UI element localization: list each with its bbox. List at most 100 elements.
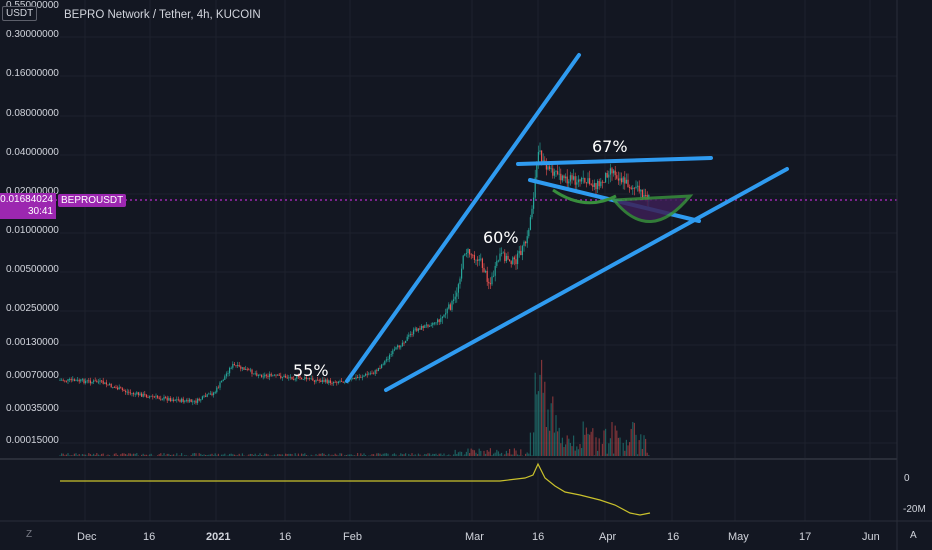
candle-body <box>227 373 229 375</box>
volume-bar <box>403 454 405 456</box>
candle-body <box>61 379 63 381</box>
volume-bar <box>541 359 543 456</box>
candle-body <box>465 253 467 255</box>
price-tick: 0.16000000 <box>6 68 59 79</box>
volume-bar <box>200 453 202 456</box>
volume-bar <box>211 453 213 456</box>
volume-bar <box>65 454 67 456</box>
volume-bar <box>571 446 573 456</box>
candle-body <box>265 374 267 376</box>
volume-bar <box>601 443 603 456</box>
price-axis[interactable]: 0.55000000 0.30000000 0.16000000 0.08000… <box>6 0 59 446</box>
timezone-button[interactable]: Z <box>26 529 33 540</box>
candle-body <box>102 380 104 384</box>
volume-bar <box>222 454 224 456</box>
volume-bar <box>253 455 255 456</box>
candle-body <box>277 374 279 376</box>
candle-body <box>72 379 74 381</box>
volume-bar <box>534 372 536 456</box>
candle-body <box>89 380 91 384</box>
volume-bar <box>349 454 351 456</box>
candle-body <box>443 314 445 317</box>
candle-body <box>123 389 125 391</box>
candle-body <box>510 261 512 264</box>
time-tick: Mar <box>465 531 484 543</box>
volume-bar <box>307 455 309 456</box>
volume-bar <box>289 453 291 456</box>
candle-body <box>566 176 568 184</box>
volume-bar <box>249 453 251 456</box>
trendline-lower-channel <box>384 167 789 392</box>
candle-body <box>96 380 98 383</box>
volume-bar <box>473 450 475 456</box>
volume-bar <box>499 453 501 456</box>
candle-body <box>593 183 595 187</box>
candle-body <box>205 395 207 397</box>
volume-bar <box>387 453 389 456</box>
volume-bar <box>102 453 104 456</box>
volume-bar <box>360 453 362 456</box>
volume-bar <box>323 453 325 456</box>
candle-body <box>528 229 530 237</box>
volume-bar <box>355 455 357 456</box>
volume-bar <box>589 434 591 456</box>
volume-bar <box>627 445 629 456</box>
candle-body <box>69 378 71 380</box>
volume-bar <box>549 430 551 456</box>
volume-bar <box>553 432 555 456</box>
candle-body <box>521 245 523 256</box>
volume-bar <box>393 453 395 456</box>
auto-scale-button[interactable]: A <box>910 530 917 541</box>
candle-body <box>411 334 413 335</box>
volume-bar <box>336 454 338 456</box>
volume-bar <box>221 454 223 456</box>
candle-body <box>117 387 119 390</box>
volume-bar <box>149 454 151 456</box>
candle-body <box>563 175 565 179</box>
volume-bar <box>531 455 533 456</box>
volume-bar <box>294 453 296 456</box>
volume-bar <box>334 453 336 456</box>
volume-bar <box>176 453 178 456</box>
volume-bar <box>77 455 79 456</box>
candle-body <box>366 373 368 375</box>
candle-body <box>291 376 293 380</box>
candle-body <box>609 168 611 175</box>
volume-bar <box>120 454 122 456</box>
candle-body <box>491 276 493 285</box>
candle-body <box>467 249 469 254</box>
candle-body <box>67 379 69 382</box>
volume-bar <box>526 452 528 456</box>
volume-bar <box>494 452 496 456</box>
candle-body <box>209 393 211 395</box>
candle-body <box>158 397 160 399</box>
candle-body <box>560 173 562 181</box>
candle-body <box>478 259 480 261</box>
candle-body <box>275 374 277 376</box>
indicator-tick: 0 <box>904 473 910 484</box>
volume-bar <box>217 453 219 456</box>
volume-bar <box>254 453 256 456</box>
volume-bar <box>157 455 159 456</box>
volume-bar <box>341 453 343 456</box>
candle-body <box>600 181 602 187</box>
time-axis[interactable]: Dec 16 2021 16 Feb Mar 16 Apr 16 May 17 … <box>77 531 880 543</box>
volume-bar <box>379 453 381 456</box>
candle-body <box>75 380 77 382</box>
volume-bar <box>385 453 387 456</box>
candle-body <box>577 179 579 183</box>
volume-bar <box>568 438 570 456</box>
volume-bar <box>454 449 456 456</box>
candle-body <box>369 373 371 375</box>
volume-bar <box>609 438 611 456</box>
volume-bar <box>477 454 479 456</box>
candle-body <box>363 375 365 377</box>
candle-body <box>576 182 578 185</box>
volume-bar <box>504 454 506 456</box>
candle-body <box>253 373 255 375</box>
candle-body <box>232 363 234 368</box>
volume-bar <box>171 454 173 456</box>
candle-body <box>99 380 101 382</box>
volume-bar <box>251 454 253 456</box>
